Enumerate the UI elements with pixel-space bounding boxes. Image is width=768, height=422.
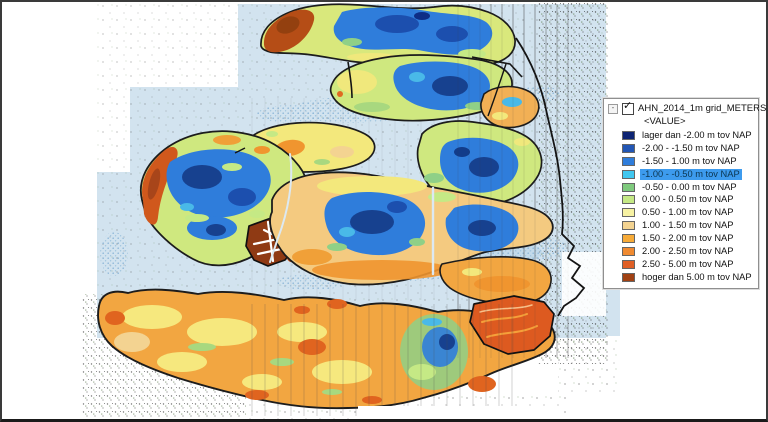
legend-row[interactable]: 2.00 - 2.50 m tov NAP	[622, 245, 754, 258]
island-zuid-beveland-tail	[439, 256, 552, 305]
legend-item-label: 0.50 - 1.00 m tov NAP	[642, 207, 734, 218]
island-top	[260, 3, 516, 66]
island-schouwen	[329, 54, 513, 122]
saeftinghe-polder	[469, 295, 555, 355]
legend-row[interactable]: hoger dan 5.00 m tov NAP	[622, 271, 754, 284]
legend-item-label: lager dan -2.00 m tov NAP	[642, 129, 752, 140]
canals	[269, 153, 435, 276]
legend-row[interactable]: -2.00 - -1.50 m tov NAP	[622, 142, 754, 155]
legend-row[interactable]: 1.50 - 2.00 m tov NAP	[622, 232, 754, 245]
legend-swatch	[622, 182, 635, 192]
legend-panel: - ✓ AHN_2014_1m grid_METERS <VALUE> lage…	[602, 97, 766, 290]
survey-lines-overlay	[457, 4, 536, 358]
legend-item-label: -1.00 - -0.50 m tov NAP	[640, 168, 742, 180]
legend-swatch	[622, 143, 635, 153]
legend-swatch	[622, 272, 635, 282]
legend-swatch	[622, 234, 635, 244]
legend-row[interactable]: 0.00 - 0.50 m tov NAP	[622, 193, 754, 206]
legend-item-label: 0.00 - 0.50 m tov NAP	[642, 194, 734, 205]
layer-name[interactable]: AHN_2014_1m grid_METERS	[638, 103, 767, 114]
legend-swatch	[622, 130, 635, 140]
survey-lines-bottom	[251, 304, 513, 416]
island-tholen	[416, 120, 543, 208]
legend-row[interactable]: -0.50 - 0.00 m tov NAP	[622, 181, 754, 194]
legend-swatch	[622, 221, 635, 231]
legend-row[interactable]: 2.50 - 5.00 m tov NAP	[622, 258, 754, 271]
legend-swatch	[622, 169, 635, 179]
legend-swatch	[622, 208, 635, 218]
legend-items: lager dan -2.00 m tov NAP -2.00 - -1.50 …	[608, 129, 754, 284]
region-zeeuws-vlaanderen	[97, 288, 556, 410]
legend-swatch	[622, 246, 635, 256]
legend-item-label: 2.00 - 2.50 m tov NAP	[642, 245, 734, 256]
legend-item-label: hoger dan 5.00 m tov NAP	[642, 271, 752, 282]
legend-value-header: <VALUE>	[644, 116, 686, 127]
legend-item-label: 1.00 - 1.50 m tov NAP	[642, 220, 734, 231]
legend-item-label: 2.50 - 5.00 m tov NAP	[642, 258, 734, 269]
island-zuid-beveland	[269, 171, 554, 286]
island-east	[480, 85, 540, 129]
legend-row[interactable]: -1.00 - -0.50 m tov NAP	[622, 168, 754, 181]
legend-row[interactable]: -1.50 - 1.00 m tov NAP	[622, 155, 754, 168]
legend-swatch	[622, 259, 635, 269]
layer-checkbox[interactable]: ✓	[622, 99, 634, 115]
collapse-icon[interactable]: -	[608, 103, 618, 114]
legend-row[interactable]: 1.00 - 1.50 m tov NAP	[622, 219, 754, 232]
legend-item-label: -1.50 - 1.00 m tov NAP	[642, 155, 737, 166]
legend-swatch	[622, 156, 635, 166]
legend-item-label: 1.50 - 2.00 m tov NAP	[642, 233, 734, 244]
legend-item-label: -2.00 - -1.50 m tov NAP	[642, 142, 740, 153]
legend-item-label: -0.50 - 0.00 m tov NAP	[642, 181, 737, 192]
legend-row[interactable]: 0.50 - 1.00 m tov NAP	[622, 206, 754, 219]
raster-cutouts	[358, 406, 562, 419]
boundary-lines	[234, 37, 606, 317]
checkmark-icon: ✓	[623, 99, 633, 112]
legend-row[interactable]: lager dan -2.00 m tov NAP	[622, 129, 754, 142]
legend-swatch	[622, 195, 635, 205]
